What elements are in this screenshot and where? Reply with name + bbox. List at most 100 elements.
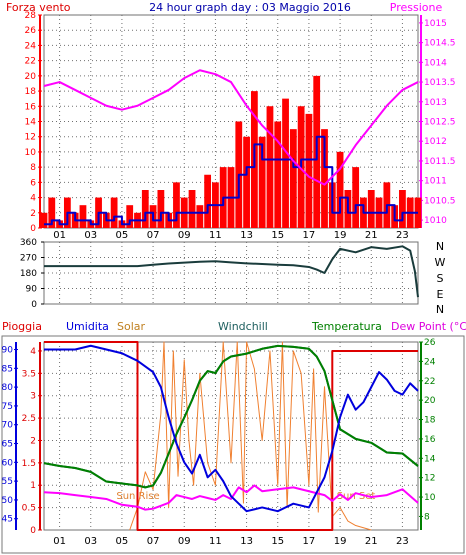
panel1-x-tick-label: 01 xyxy=(53,230,66,241)
chart-marks: 024681012141618202224262810101010.510111… xyxy=(2,11,456,547)
panel1-x-tick-label: 05 xyxy=(116,230,129,241)
wind-axis-tick-label: 24 xyxy=(25,41,37,51)
humidity-axis-tick-label: 85 xyxy=(2,364,13,374)
legend-rain: Pioggia xyxy=(2,320,42,333)
temperature-series-line xyxy=(43,344,419,489)
wind-axis-tick-label: 28 xyxy=(25,11,37,21)
wind-axis-tick-label: 6 xyxy=(30,178,36,188)
panel3-x-tick-label: 09 xyxy=(178,536,191,547)
sunset-annotation: Sun Set xyxy=(337,491,376,502)
wind-axis-tick-label: 2 xyxy=(30,209,36,219)
panel1-x-tick-label: 07 xyxy=(147,230,160,241)
legend-dewpoint: Dew Point (°C) xyxy=(391,320,466,333)
rain-axis-tick-label: 0 xyxy=(30,526,36,536)
dewpoint-series-line xyxy=(43,484,419,511)
rain-axis-tick-label: 0.5 xyxy=(22,504,36,514)
rain-axis-tick-label: 3 xyxy=(30,392,36,402)
temperature-axis-tick-label: 16 xyxy=(424,435,436,445)
temperature-axis-tick-label: 20 xyxy=(424,396,436,406)
compass-s: S xyxy=(437,272,444,285)
panel3-x-tick-label: 19 xyxy=(334,536,347,547)
panel1-x-tick-label: 13 xyxy=(240,230,253,241)
pressure-axis-tick-label: 1014.5 xyxy=(424,39,456,49)
direction-axis-tick-label: 270 xyxy=(20,254,37,264)
panel1-x-tick-label: 19 xyxy=(334,230,347,241)
compass-n-bottom: N xyxy=(436,303,444,316)
legend-solar: Solar xyxy=(117,320,146,333)
humidity-axis-tick-label: 45 xyxy=(2,515,13,525)
temperature-axis-tick-label: 14 xyxy=(424,454,436,464)
panel1-x-tick-label: 15 xyxy=(271,230,284,241)
rain-axis-tick-label: 2.5 xyxy=(22,414,36,424)
humidity-axis-tick-label: 55 xyxy=(2,477,13,487)
compass-labels: N W S E N xyxy=(435,240,446,316)
panel3-x-tick-label: 17 xyxy=(303,536,316,547)
panel3-x-tick-label: 07 xyxy=(147,536,160,547)
wind-axis-tick-label: 14 xyxy=(25,118,37,128)
panel1-x-tick-label: 21 xyxy=(365,230,378,241)
wind-speed-series-line xyxy=(44,135,418,226)
panel3-x-tick-label: 11 xyxy=(209,536,222,547)
compass-e: E xyxy=(437,288,444,301)
humidity-axis-tick-label: 75 xyxy=(2,402,13,412)
panel1-x-tick-label: 17 xyxy=(303,230,316,241)
pressure-axis-tick-label: 1013.5 xyxy=(424,78,456,88)
panel1-x-tick-label: 09 xyxy=(178,230,191,241)
panel3-x-tick-label: 15 xyxy=(271,536,284,547)
humidity-axis-tick-label: 50 xyxy=(2,496,14,506)
temperature-axis-tick-label: 8 xyxy=(424,512,430,522)
pressure-axis-tick-label: 1010 xyxy=(424,216,447,226)
legend-windchill: Windchill xyxy=(218,320,268,333)
temperature-axis-tick-label: 22 xyxy=(424,377,435,387)
pressure-axis-tick-label: 1010.5 xyxy=(424,196,456,206)
wind-axis-tick-label: 10 xyxy=(25,148,37,158)
pressure-axis-label: Pressione xyxy=(390,1,443,14)
wind-axis-tick-label: 4 xyxy=(30,194,36,204)
compass-n-top: N xyxy=(436,240,444,253)
panel1-x-tick-label: 03 xyxy=(84,230,97,241)
pressure-axis-tick-label: 1015 xyxy=(424,19,447,29)
rain-axis-tick-label: 2 xyxy=(30,436,36,446)
temperature-axis-tick-label: 10 xyxy=(424,493,436,503)
wind-axis-label: Forza vento xyxy=(6,1,71,14)
wind-axis-tick-label: 8 xyxy=(30,163,36,173)
temperature-axis-tick-label: 26 xyxy=(424,338,436,348)
humidity-axis-tick-label: 80 xyxy=(2,383,14,393)
wind-axis-tick-label: 22 xyxy=(25,57,36,67)
legend-temperature: Temperatura xyxy=(311,320,382,333)
wind-axis-tick-label: 12 xyxy=(25,133,36,143)
temperature-axis-tick-label: 24 xyxy=(424,357,436,367)
pressure-axis-tick-label: 1012 xyxy=(424,137,447,147)
wind-axis-tick-label: 18 xyxy=(25,87,37,97)
panel3-x-tick-label: 23 xyxy=(396,536,409,547)
pressure-axis-tick-label: 1011 xyxy=(424,177,447,187)
humidity-axis-tick-label: 60 xyxy=(2,458,14,468)
panel3-x-tick-label: 05 xyxy=(116,536,129,547)
temperature-axis-tick-label: 12 xyxy=(424,474,435,484)
humidity-series-line xyxy=(44,344,419,513)
wind-direction-series-line xyxy=(44,245,419,298)
rain-axis-tick-label: 1 xyxy=(30,481,36,491)
humidity-axis-tick-label: 70 xyxy=(2,421,14,431)
panel3-x-tick-label: 01 xyxy=(53,536,66,547)
pressure-axis-tick-label: 1011.5 xyxy=(424,157,456,167)
direction-axis-tick-label: 0 xyxy=(31,300,37,310)
panel3-x-tick-label: 13 xyxy=(240,536,253,547)
panel3-x-tick-label: 21 xyxy=(365,536,378,547)
wind-axis-tick-label: 16 xyxy=(25,102,37,112)
rain-axis-tick-label: 4 xyxy=(30,347,36,357)
panel3-outer-frame xyxy=(1,335,465,554)
direction-axis-tick-label: 90 xyxy=(26,285,38,295)
humidity-axis-tick-label: 65 xyxy=(2,440,13,450)
rain-axis-tick-label: 3.5 xyxy=(22,369,36,379)
compass-w: W xyxy=(435,256,446,269)
pressure-axis-tick-label: 1012.5 xyxy=(424,118,456,128)
wind-axis-tick-label: 26 xyxy=(25,26,37,36)
rain-axis-tick-label: 1.5 xyxy=(22,459,36,469)
direction-axis-tick-label: 180 xyxy=(20,269,37,279)
panel3-x-tick-label: 03 xyxy=(84,536,97,547)
wind-axis-tick-label: 0 xyxy=(30,224,36,234)
pressure-axis-tick-label: 1014 xyxy=(424,58,447,68)
solar-series-line xyxy=(129,341,372,531)
